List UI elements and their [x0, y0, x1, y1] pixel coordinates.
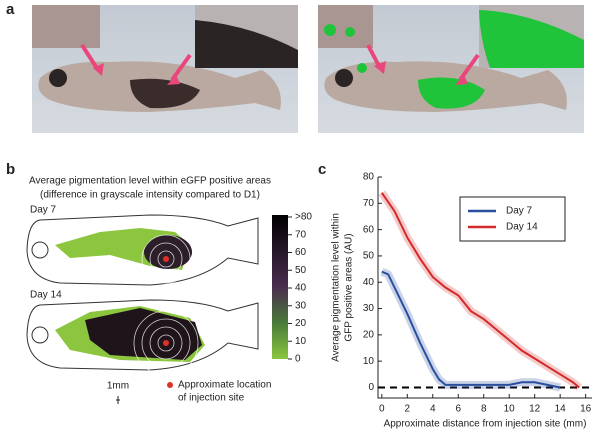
x-tick-label: 10	[504, 404, 516, 415]
fish-label: Day 14	[30, 290, 62, 301]
y-axis-label: Average pigmentation level within	[331, 213, 342, 362]
fish-day7: Day 7	[26, 205, 259, 286]
line-chart: 0 10 20 30 40 50 60 70 80 0 2 4 6 8 10 12 14 16 Approximat…	[331, 172, 592, 430]
colorbar-label: 10	[295, 336, 307, 347]
legend-label: Day 14	[506, 222, 538, 233]
legend-box	[459, 196, 566, 242]
fish-label: Day 7	[30, 205, 57, 216]
panel-title: Average pigmentation level within eGFP p…	[29, 176, 271, 187]
photo-right	[318, 5, 584, 133]
line	[381, 270, 561, 389]
colorbar-ticks: >80 70 60 50 40 30 20 10 0	[288, 212, 312, 365]
colorbar-label: >80	[295, 212, 312, 223]
x-tick-label: 0	[379, 404, 385, 415]
colorbar-label: 20	[295, 318, 307, 329]
panel-label: b	[6, 161, 15, 178]
y-tick-label: 10	[363, 356, 375, 367]
fish-day14: Day 14	[26, 290, 259, 376]
marker-note: Approximate location	[178, 380, 271, 391]
x-axis-label: Approximate distance from injection site…	[384, 419, 587, 430]
x-tick-label: 12	[529, 404, 541, 415]
x-tick-label: 16	[580, 404, 592, 415]
colorbar	[272, 215, 288, 359]
colorbar-label: 0	[295, 354, 301, 365]
photo-left	[32, 5, 298, 133]
y-tick-label: 70	[363, 198, 375, 209]
x-tick-label: 14	[555, 404, 567, 415]
panel-title: (difference in grayscale intensity compa…	[40, 190, 260, 201]
marker-key	[167, 382, 173, 388]
y-tick-label: 0	[368, 382, 374, 393]
colorbar-label: 30	[295, 300, 307, 311]
colorbar-label: 40	[295, 283, 307, 294]
x-tick-label: 6	[455, 404, 461, 415]
y-tick-label: 80	[363, 172, 375, 183]
y-tick-label: 40	[363, 277, 375, 288]
colorbar-label: 60	[295, 247, 307, 258]
colorbar-label: 70	[295, 229, 307, 240]
colorbar-label: 50	[295, 265, 307, 276]
y-tick-label: 30	[363, 303, 375, 314]
line-band	[380, 268, 561, 392]
x-tick-label: 2	[405, 404, 411, 415]
legend-label: Day 7	[506, 206, 533, 217]
y-tick-label: 50	[363, 251, 375, 262]
panel-label: c	[318, 161, 326, 178]
marker-note: of injection site	[178, 393, 245, 404]
x-tick-label: 8	[481, 404, 487, 415]
x-tick-label: 4	[430, 404, 436, 415]
y-tick-label: 60	[363, 224, 375, 235]
axes	[377, 177, 592, 399]
panel-label: a	[6, 1, 15, 18]
line	[380, 192, 580, 389]
y-axis-label: GFP positive areas (AU)	[344, 233, 355, 341]
y-tick-label: 20	[363, 329, 375, 340]
scale-label: 1mm	[107, 381, 129, 392]
